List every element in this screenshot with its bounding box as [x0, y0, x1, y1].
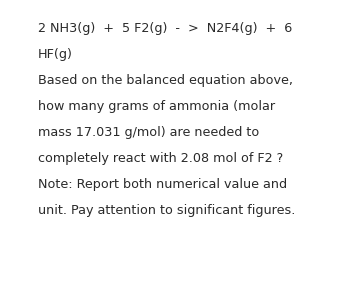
Text: mass 17.031 g/mol) are needed to: mass 17.031 g/mol) are needed to	[38, 126, 259, 139]
Text: 2 NH3(g)  +  5 F2(g)  -  >  N2F4(g)  +  6: 2 NH3(g) + 5 F2(g) - > N2F4(g) + 6	[38, 22, 292, 35]
Text: HF(g): HF(g)	[38, 48, 73, 61]
Text: how many grams of ammonia (molar: how many grams of ammonia (molar	[38, 100, 275, 113]
Text: Note: Report both numerical value and: Note: Report both numerical value and	[38, 178, 287, 191]
Text: completely react with 2.08 mol of F2 ?: completely react with 2.08 mol of F2 ?	[38, 152, 283, 165]
Text: unit. Pay attention to significant figures.: unit. Pay attention to significant figur…	[38, 204, 295, 217]
Text: Based on the balanced equation above,: Based on the balanced equation above,	[38, 74, 293, 87]
